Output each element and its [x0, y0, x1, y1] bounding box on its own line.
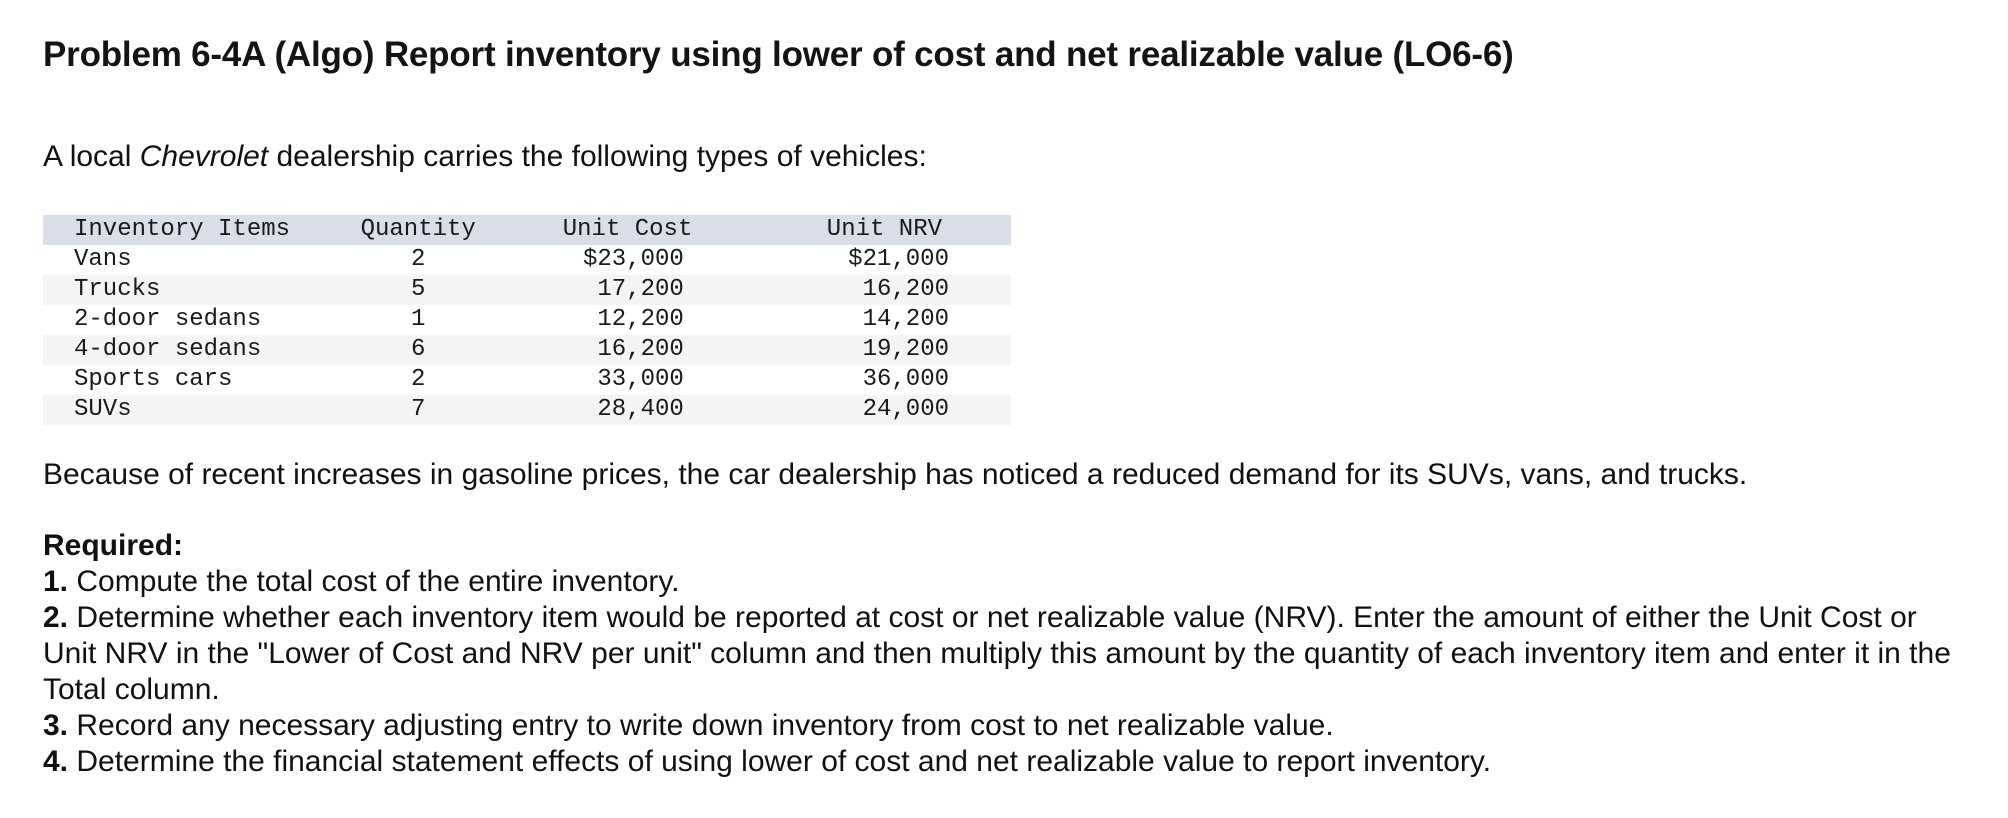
header-unit-nrv: Unit NRV [826, 216, 943, 243]
row-item: Sports cars [74, 366, 233, 393]
row-item: 4-door sedans [74, 336, 262, 363]
inventory-table-header: Inventory Items Quantity Unit Cost Unit … [43, 215, 1011, 245]
step-text: Determine whether each inventory item wo… [43, 601, 1951, 706]
row-unit-nrv: 16,200 [862, 276, 949, 303]
row-quantity: 1 [411, 306, 426, 333]
intro-after: dealership carries the following types o… [268, 140, 927, 173]
row-quantity: 7 [411, 396, 426, 423]
required-step-4: 4. Determine the financial statement eff… [43, 744, 1978, 780]
required-step-1: 1. Compute the total cost of the entire … [43, 564, 1978, 600]
row-unit-nrv: $21,000 [848, 246, 949, 273]
context-paragraph: Because of recent increases in gasoline … [43, 458, 1748, 491]
row-quantity: 5 [411, 276, 426, 303]
row-unit-cost: 33,000 [597, 366, 684, 393]
row-unit-cost: 17,200 [597, 276, 684, 303]
row-item: 2-door sedans [74, 306, 262, 333]
intro-text: A local Chevrolet dealership carries the… [43, 140, 927, 174]
header-quantity: Quantity [360, 216, 476, 243]
row-unit-nrv: 24,000 [862, 396, 949, 423]
row-unit-cost: 12,200 [597, 306, 684, 333]
required-heading: Required: [43, 529, 184, 562]
step-number: 1. [43, 565, 69, 598]
row-unit-cost: 28,400 [597, 396, 684, 423]
table-row: 2-door sedans 1 12,200 14,200 [43, 305, 1011, 335]
header-unit-cost: Unit Cost [562, 216, 693, 243]
row-unit-nrv: 14,200 [862, 306, 949, 333]
step-text: Compute the total cost of the entire inv… [68, 565, 680, 598]
table-row: Vans 2 $23,000 $21,000 [43, 245, 1011, 275]
row-quantity: 2 [411, 366, 426, 393]
row-unit-nrv: 19,200 [862, 336, 949, 363]
step-text: Determine the financial statement effect… [68, 745, 1492, 778]
step-number: 2. [43, 601, 69, 634]
step-number: 3. [43, 709, 69, 742]
required-step-2: 2. Determine whether each inventory item… [43, 600, 1978, 708]
page-title: Problem 6-4A (Algo) Report inventory usi… [43, 35, 1514, 74]
row-quantity: 6 [411, 336, 426, 363]
table-row: Trucks 5 17,200 16,200 [43, 275, 1011, 305]
row-quantity: 2 [411, 246, 426, 273]
table-row: SUVs 7 28,400 24,000 [43, 395, 1011, 425]
row-unit-nrv: 36,000 [862, 366, 949, 393]
row-unit-cost: $23,000 [582, 246, 684, 273]
header-inventory-items: Inventory Items [74, 216, 291, 243]
row-item: Vans [74, 246, 132, 273]
row-unit-cost: 16,200 [597, 336, 684, 363]
intro-before: A local [43, 140, 140, 173]
required-step-3: 3. Record any necessary adjusting entry … [43, 708, 1978, 744]
row-item: Trucks [74, 276, 161, 303]
row-item: SUVs [74, 396, 132, 423]
step-number: 4. [43, 745, 69, 778]
required-section: Required: 1. Compute the total cost of t… [43, 528, 1978, 780]
step-text: Record any necessary adjusting entry to … [68, 709, 1334, 742]
intro-brand: Chevrolet [139, 140, 269, 173]
table-row: 4-door sedans 6 16,200 19,200 [43, 335, 1011, 365]
table-row: Sports cars 2 33,000 36,000 [43, 365, 1011, 395]
inventory-table: Inventory Items Quantity Unit Cost Unit … [43, 215, 1011, 425]
